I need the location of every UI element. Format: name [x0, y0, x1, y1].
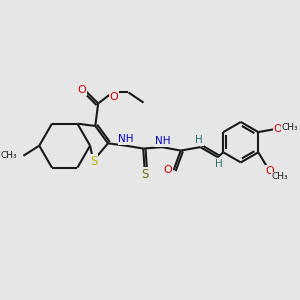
- Text: H: H: [215, 159, 223, 170]
- Text: S: S: [141, 168, 148, 181]
- Text: NH: NH: [155, 136, 170, 146]
- Text: H: H: [195, 135, 203, 145]
- Text: O: O: [110, 92, 118, 102]
- Text: O: O: [265, 166, 274, 176]
- Text: CH₃: CH₃: [282, 123, 298, 132]
- Text: O: O: [164, 165, 172, 175]
- Text: O: O: [274, 124, 283, 134]
- Text: O: O: [77, 85, 86, 95]
- Text: NH: NH: [118, 134, 134, 144]
- Text: CH₃: CH₃: [272, 172, 288, 182]
- Text: CH₃: CH₃: [0, 151, 17, 160]
- Text: S: S: [90, 155, 98, 168]
